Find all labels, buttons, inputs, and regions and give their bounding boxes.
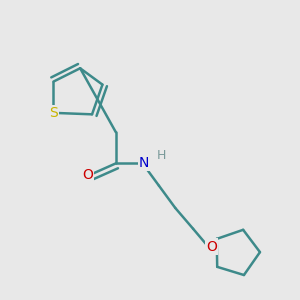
Text: S: S	[49, 106, 58, 120]
Text: H: H	[157, 148, 167, 162]
Text: N: N	[139, 156, 149, 170]
Text: O: O	[206, 240, 217, 254]
Text: O: O	[82, 168, 93, 182]
